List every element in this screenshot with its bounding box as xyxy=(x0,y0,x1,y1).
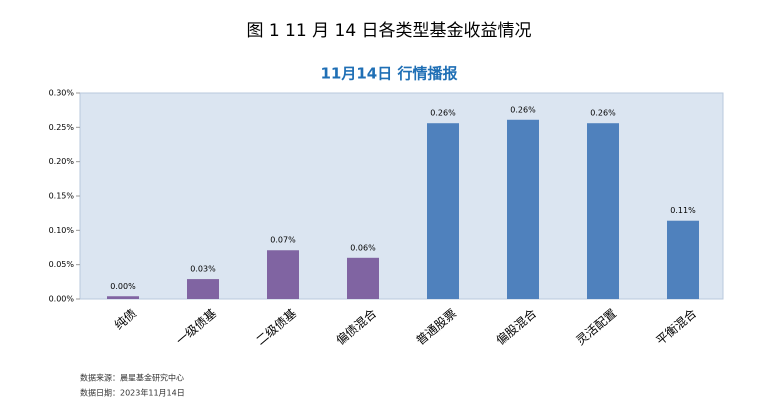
x-tick-label: 一级债基 xyxy=(173,306,219,348)
y-tick-label: 0.20% xyxy=(49,157,75,166)
y-tick-label: 0.15% xyxy=(49,192,75,201)
x-tick-label: 偏债混合 xyxy=(333,305,379,347)
plot-area xyxy=(79,92,724,300)
x-tick-label: 灵活配置 xyxy=(573,306,619,348)
bar xyxy=(347,257,379,299)
x-tick-label: 二级债基 xyxy=(253,306,299,348)
bar xyxy=(587,123,619,299)
x-tick-label: 普通股票 xyxy=(413,306,459,348)
value-label: 0.26% xyxy=(430,109,456,118)
y-tick-label: 0.30% xyxy=(49,89,75,98)
bar xyxy=(267,250,299,299)
bar xyxy=(507,119,539,299)
bar xyxy=(667,220,699,299)
y-tick-label: 0.05% xyxy=(49,260,75,269)
figure-caption: 图 1 11 月 14 日各类型基金收益情况 xyxy=(246,21,531,41)
bar xyxy=(427,123,459,299)
y-tick-label: 0.25% xyxy=(49,123,75,132)
x-tick-label: 平衡混合 xyxy=(653,305,699,347)
bar xyxy=(107,296,139,299)
value-label: 0.26% xyxy=(590,109,616,118)
x-tick-label: 纯债 xyxy=(112,306,139,332)
value-label: 0.11% xyxy=(670,206,696,215)
chart-title: 11月14日 行情播报 xyxy=(321,65,458,83)
value-label: 0.26% xyxy=(510,105,536,114)
note: 数据来源：晨星基金研究中心 xyxy=(80,373,184,383)
value-label: 0.06% xyxy=(350,243,376,252)
y-tick-label: 0.10% xyxy=(49,226,75,235)
value-label: 0.00% xyxy=(110,282,136,291)
value-label: 0.03% xyxy=(190,265,216,274)
x-tick-label: 偏股混合 xyxy=(493,305,539,347)
note: 数据日期：2023年11月14日 xyxy=(80,388,185,398)
value-label: 0.07% xyxy=(270,236,296,245)
y-tick-label: 0.00% xyxy=(49,295,75,304)
bar xyxy=(187,279,219,299)
